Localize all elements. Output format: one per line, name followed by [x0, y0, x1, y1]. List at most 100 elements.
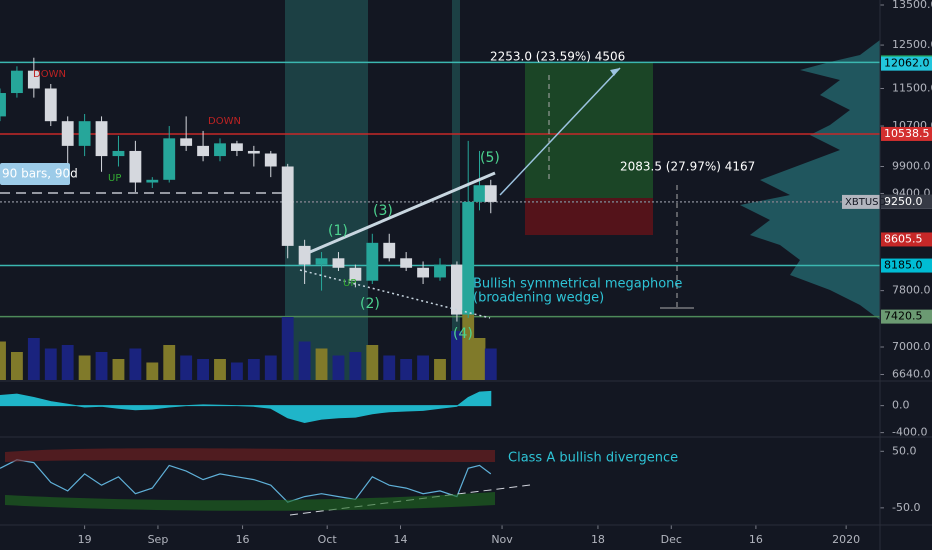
x-tick-label: 16 — [749, 533, 763, 546]
trendline — [309, 171, 496, 254]
candle-body — [298, 245, 311, 265]
arrow-head — [610, 68, 620, 76]
wave-label: (4) — [453, 326, 473, 342]
volume-bar — [462, 310, 475, 380]
candle-body — [417, 267, 429, 278]
annotation: 2083.5 (27.97%) 4167 — [620, 160, 755, 174]
volume-bar — [129, 348, 142, 380]
price-marker-label: 8185.0 — [884, 259, 923, 272]
candle-body — [112, 150, 125, 157]
rsi-line — [0, 459, 492, 503]
symbol-bg — [842, 194, 880, 209]
volume-bar — [27, 338, 40, 380]
y-tick-label: 7000.0 — [892, 340, 931, 353]
volume-bar — [11, 352, 23, 380]
candle-body — [214, 143, 226, 157]
volume-bar — [451, 331, 463, 380]
signal-label: UP — [343, 278, 356, 289]
volume-bar — [400, 359, 413, 380]
volume-bar — [95, 352, 108, 380]
candle-body — [264, 153, 277, 167]
volume-bar — [44, 348, 57, 380]
y-tick-label: 9900.0 — [892, 159, 931, 172]
annotation: Class A bullish divergence — [508, 451, 678, 466]
y-tick-label: -50.0 — [892, 501, 920, 514]
volume-bar — [231, 362, 243, 380]
y-tick-label: 11500.0 — [892, 81, 932, 94]
price-marker — [881, 258, 932, 273]
candle-body — [27, 70, 40, 89]
volume-bar — [214, 359, 226, 380]
candle-body — [434, 264, 446, 278]
candle-body — [349, 267, 362, 281]
volume-bar — [349, 352, 362, 380]
volume-bar — [78, 355, 91, 380]
volume-bar — [383, 355, 396, 380]
candle-body — [247, 150, 260, 154]
candle-body — [180, 138, 193, 146]
candle-body — [400, 258, 413, 268]
x-tick-label: Nov — [491, 533, 513, 546]
x-tick-label: 18 — [591, 533, 605, 546]
band — [5, 448, 495, 462]
volume-bar — [197, 359, 209, 380]
volume-bar — [146, 362, 159, 380]
volume-bar — [298, 341, 311, 380]
candle-body — [231, 143, 243, 151]
volume-bar — [112, 359, 125, 380]
annotation: 2253.0 (23.59%) 4506 — [490, 50, 625, 64]
candle-body — [44, 88, 57, 122]
candle-body — [61, 121, 74, 146]
candle-body — [484, 185, 497, 202]
long-target-zone — [525, 62, 653, 198]
x-tick-label: Sep — [148, 533, 169, 546]
candle-body — [129, 150, 142, 183]
candle-body — [315, 258, 328, 265]
oscillator-area — [0, 390, 492, 424]
bars-label: 90 bars, 90d — [2, 167, 78, 181]
candle-body — [0, 93, 6, 117]
price-marker — [881, 232, 932, 247]
price-marker — [881, 309, 932, 324]
price-marker-label: 9250.0 — [884, 195, 923, 208]
candle-body — [462, 201, 475, 315]
price-marker — [881, 194, 932, 209]
y-tick-label: 0.0 — [892, 399, 910, 412]
annotation: (broadening wedge) — [473, 291, 604, 306]
signal-label: DOWN — [208, 116, 241, 127]
candle-body — [11, 70, 23, 94]
wave-label: (3) — [373, 203, 393, 219]
annotation: Bullish symmetrical megaphone — [473, 277, 682, 292]
candle-body — [146, 179, 159, 183]
signal-label: UP — [108, 173, 121, 184]
volume-bar — [484, 348, 497, 380]
candle-body — [78, 121, 91, 146]
volume-profile — [740, 40, 880, 320]
candle-body — [163, 138, 176, 180]
candle-body — [366, 242, 379, 281]
bars-label-bg — [0, 163, 70, 185]
candle-body — [197, 145, 209, 157]
x-tick-label: 14 — [394, 533, 408, 546]
y-tick-label: 50.0 — [892, 444, 917, 457]
y-tick-label: 12500.0 — [892, 38, 932, 51]
candle-body — [332, 258, 345, 268]
volume-bar — [281, 317, 294, 380]
volume-bar — [0, 341, 6, 380]
wave-label: (2) — [360, 296, 380, 312]
price-marker-label: 10538.5 — [884, 127, 930, 140]
signal-label: DOWN — [33, 69, 66, 80]
volume-bar — [163, 345, 176, 380]
y-tick-label: 13500.0 — [892, 0, 932, 11]
volume-bar — [315, 348, 328, 380]
volume-bar — [366, 345, 379, 380]
long-stop-zone — [525, 198, 653, 235]
candle-body — [281, 166, 294, 246]
y-tick-label: 7800.0 — [892, 284, 931, 297]
wave-label: (5) — [480, 150, 500, 166]
symbol: XBTUSD — [845, 197, 886, 208]
price-marker-label: 7420.5 — [884, 310, 923, 323]
candle-body — [451, 264, 463, 315]
band — [5, 492, 495, 511]
price-marker-label: 12062.0 — [884, 57, 930, 70]
